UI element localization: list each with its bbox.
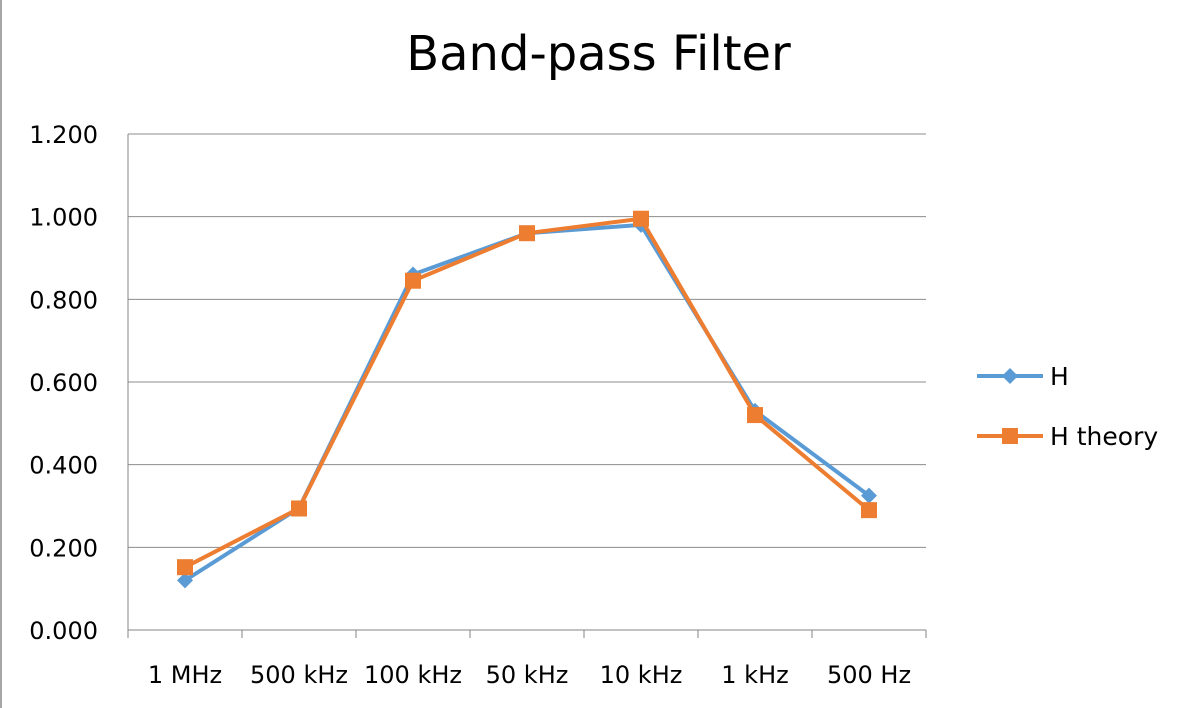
y-tick-label: 0.600	[29, 369, 98, 397]
h-data-point	[861, 487, 877, 504]
y-tick-label: 0.000	[29, 617, 98, 645]
h-data-point	[177, 572, 193, 589]
h-theory-data-point	[747, 407, 763, 424]
legend-marker	[1002, 428, 1018, 444]
chart-title: Band-pass Filter	[406, 26, 791, 82]
h-theory-data-point	[633, 210, 649, 227]
h-theory-data-point	[405, 272, 421, 289]
y-tick-label: 0.800	[29, 286, 98, 314]
x-tick-label: 10 kHz	[600, 661, 683, 689]
x-tick-label: 1 MHz	[148, 661, 222, 689]
series-line-h-theory	[184, 216, 871, 569]
x-tick-label: 500 Hz	[827, 661, 911, 689]
legend-label: H theory	[1050, 422, 1158, 451]
x-tick-label: 1 kHz	[721, 661, 788, 689]
x-tick-label: 100 kHz	[364, 661, 462, 689]
y-tick-label: 1.200	[29, 121, 98, 149]
x-tick-label: 500 kHz	[250, 661, 348, 689]
legend-label: H	[1050, 362, 1069, 391]
h-theory-data-point	[177, 559, 193, 576]
y-tick-label: 0.400	[29, 452, 98, 480]
y-tick-label: 0.200	[29, 534, 98, 562]
h-theory-data-point	[861, 502, 877, 519]
x-tick-label: 50 kHz	[486, 661, 569, 689]
h-theory-data-point	[291, 500, 307, 517]
series-line-h	[183, 222, 871, 583]
h-theory-data-point	[519, 225, 535, 242]
y-tick-label: 1.000	[29, 204, 98, 232]
legend-marker	[1002, 368, 1018, 384]
